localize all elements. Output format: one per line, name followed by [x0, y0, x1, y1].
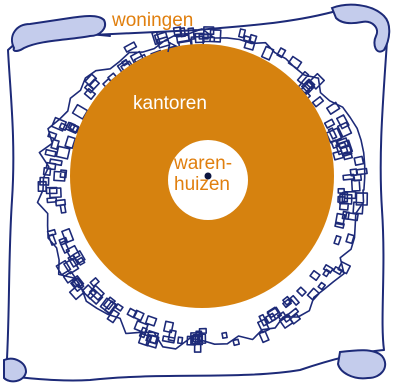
- warehouse-center-zone: [168, 140, 248, 220]
- flag-marker-icon: [167, 41, 179, 53]
- warehouse-label-line2: huizen: [174, 174, 230, 195]
- office-label: kantoren: [133, 93, 207, 114]
- center-dot-icon: [204, 172, 212, 180]
- parchment-scroll-icon: [3, 3, 391, 383]
- warehouse-label-line1: waren-: [174, 153, 233, 174]
- housing-label: woningen: [112, 10, 194, 31]
